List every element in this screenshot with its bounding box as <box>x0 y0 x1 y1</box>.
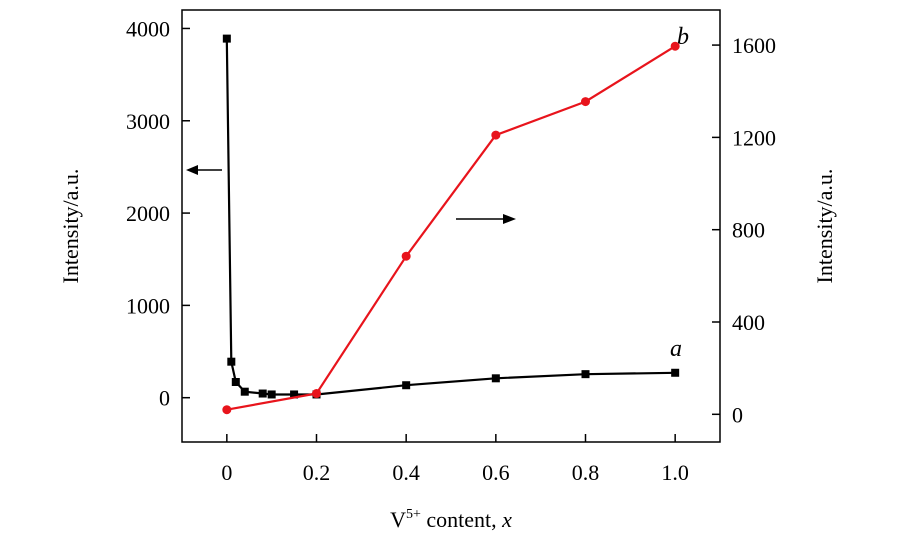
series-a-point <box>267 390 276 399</box>
series-b-point <box>670 41 680 51</box>
series-a-point <box>581 370 590 379</box>
series-a-point <box>227 357 236 366</box>
series-a-point <box>671 368 680 377</box>
series-a-point <box>222 34 231 43</box>
y-left-tick-label: 3000 <box>126 109 170 134</box>
x-tick-label: 1.0 <box>661 460 689 485</box>
y-right-tick-label: 400 <box>732 310 765 335</box>
y-left-axis-title: Intensity/a.u. <box>58 169 83 284</box>
y-left-tick-label: 2000 <box>126 201 170 226</box>
x-axis-title: V5+ content, x <box>390 507 512 532</box>
series-a-line <box>225 38 676 396</box>
plot-frame <box>181 9 721 443</box>
y-right-axis-ticks: 0 400 800 1200 1600 <box>712 33 776 427</box>
y-left-axis-ticks: 0 1000 2000 3000 4000 <box>126 16 190 411</box>
series-a-point <box>402 381 411 390</box>
series-b-line <box>226 45 676 411</box>
series-layer <box>222 34 680 415</box>
series-b-point <box>222 405 232 415</box>
y-right-axis-title: Intensity/a.u. <box>812 169 837 284</box>
series-a-point <box>231 378 240 386</box>
y-right-tick-label: 800 <box>732 218 765 243</box>
series-b-point <box>312 389 321 399</box>
series-a-point <box>290 390 299 399</box>
x-tick-label: 0.6 <box>482 460 510 485</box>
y-left-tick-label: 4000 <box>126 16 170 41</box>
x-tick-label: 0.2 <box>303 460 331 485</box>
x-tick-label: 0.4 <box>392 460 420 485</box>
left-axis-arrow <box>186 165 222 175</box>
y-right-tick-label: 1200 <box>732 125 776 150</box>
series-a-label: a <box>670 336 682 362</box>
x-tick-label: 0.8 <box>572 460 600 485</box>
series-a-point <box>240 387 249 396</box>
series-b-point <box>401 251 411 261</box>
y-right-tick-label: 0 <box>732 402 743 427</box>
y-right-tick-label: 1600 <box>732 33 776 58</box>
y-left-tick-label: 0 <box>159 386 170 411</box>
series-a-point <box>491 374 500 383</box>
series-a-point <box>258 389 267 398</box>
x-axis-ticks: 0 0.2 0.4 0.6 0.8 1.0 <box>221 434 689 485</box>
series-b-point <box>581 97 590 107</box>
right-axis-arrow <box>456 214 516 224</box>
series-b-label: b <box>677 24 689 50</box>
x-tick-label: 0 <box>221 460 232 485</box>
series-b-point <box>491 130 501 140</box>
y-left-tick-label: 1000 <box>126 293 170 318</box>
